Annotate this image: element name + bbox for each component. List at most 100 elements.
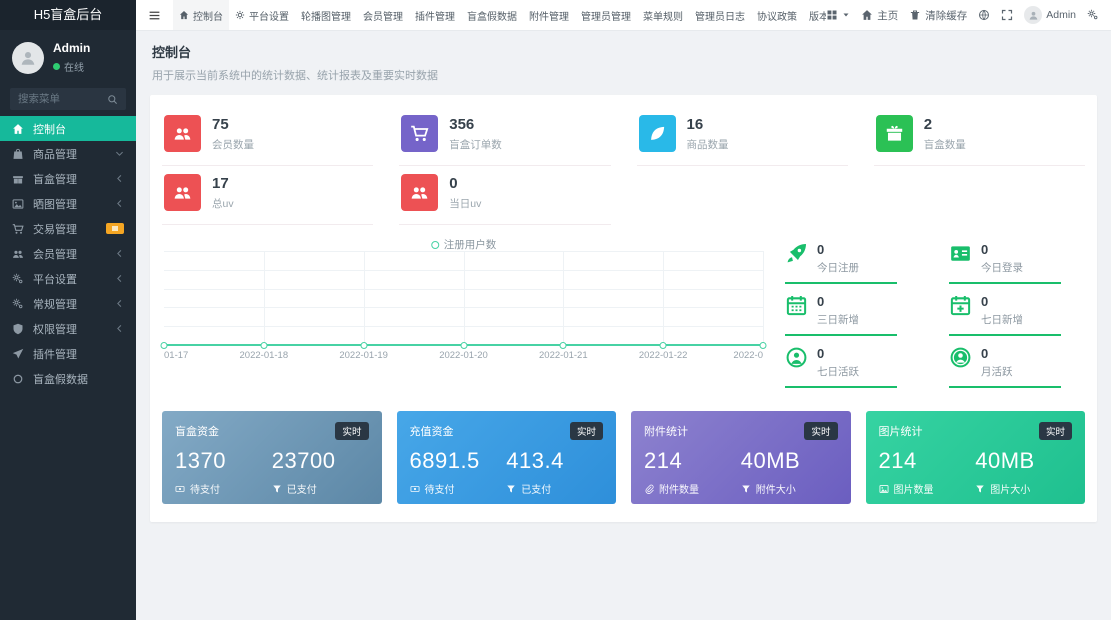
top-navbar: 控制台 平台设置 轮播图管理 会员管理 插件管理 盲盒假数据 附件管理 管理员管… [136, 0, 1111, 31]
tab-versions[interactable]: 版本管理 [809, 11, 827, 23]
sidebar-item-general[interactable]: 常规管理 [0, 291, 136, 316]
calendar-plus-icon [949, 294, 972, 317]
tab-admins[interactable]: 管理员管理 [581, 11, 631, 23]
app-title: H5盲盒后台 [0, 0, 136, 30]
cogs-icon [1087, 9, 1099, 21]
sidebar-item-plugins[interactable]: 插件管理 [0, 341, 136, 366]
stat-label: 盲盒订单数 [449, 138, 502, 151]
x-tick-label: 2022-01-18 [239, 350, 289, 361]
fullscreen-button[interactable] [1001, 9, 1013, 21]
quick-stat-today-register[interactable]: 0 今日注册 [785, 239, 921, 284]
sidebar-item-members[interactable]: 会员管理 [0, 241, 136, 266]
data-point[interactable] [460, 342, 467, 349]
users-icon [401, 174, 439, 211]
tab-platform-settings[interactable]: 平台设置 [229, 0, 295, 30]
stat-card-orders[interactable]: 356 盲盒订单数 [399, 107, 611, 166]
data-point[interactable] [659, 342, 667, 349]
tab-agreements[interactable]: 协议政策 [757, 11, 797, 23]
quick-stat-month-active[interactable]: 0 月活跃 [949, 343, 1085, 388]
settings-button[interactable] [1087, 9, 1099, 21]
online-dot [53, 63, 60, 70]
sidebar-search[interactable] [10, 88, 126, 110]
tab-menu-rules[interactable]: 菜单规则 [643, 11, 683, 23]
sidebar-item-fakedata[interactable]: 盲盒假数据 [0, 366, 136, 391]
fund-card-blindbox[interactable]: 盲盒资金 实时 1370 待支付 23700 已支付 [162, 411, 382, 504]
stat-label: 总uv [212, 197, 234, 210]
sidebar-item-permissions[interactable]: 权限管理 [0, 316, 136, 341]
stat-value: 356 [449, 115, 475, 133]
tab-blindbox-fakedata[interactable]: 盲盒假数据 [467, 11, 517, 23]
shield-icon [12, 323, 24, 335]
stat-label: 商品数量 [686, 138, 729, 151]
fund-card-recharge[interactable]: 充值资金 实时 6891.5 待支付 413.4 已支付 [396, 411, 616, 504]
register-users-chart[interactable]: 注册用户数 [160, 237, 767, 363]
tab-attachments[interactable]: 附件管理 [529, 11, 569, 23]
realtime-badge: 实时 [569, 422, 603, 440]
stat-card-members[interactable]: 75 会员数量 [162, 107, 374, 166]
data-point[interactable] [360, 342, 368, 349]
home-icon [861, 9, 873, 21]
box-icon [12, 173, 24, 185]
x-tick-label: 2022-01-21 [539, 350, 588, 361]
x-tick-label: 2022-01-22 [638, 350, 688, 361]
quick-stat-today-login[interactable]: 0 今日登录 [949, 239, 1085, 284]
user-menu[interactable]: Admin [1024, 6, 1076, 24]
stat-card-products[interactable]: 16 商品数量 [636, 107, 848, 166]
users-icon [164, 115, 201, 152]
tabs-dropdown-button[interactable] [826, 9, 850, 21]
page-header: 控制台 用于展示当前系统中的统计数据、统计报表及重要实时数据 [136, 31, 1111, 95]
data-point[interactable] [759, 342, 767, 349]
stat-card-today-uv[interactable]: 0 当日uv [399, 166, 611, 225]
search-input[interactable] [18, 93, 107, 105]
chevron-left-icon [115, 174, 124, 183]
tab-admin-logs[interactable]: 管理员日志 [695, 11, 745, 23]
quick-stat-7day-active[interactable]: 0 七日活跃 [785, 343, 921, 388]
quick-stat-7day-new[interactable]: 0 七日新增 [949, 291, 1085, 336]
paper-plane-icon [12, 348, 24, 360]
chart-plot-area [160, 251, 767, 349]
fund-card-attachments[interactable]: 附件统计 实时 214 附件数量 40MB 附件大小 [631, 411, 851, 504]
user-circle-icon [785, 346, 808, 369]
id-card-icon [949, 242, 972, 265]
money-icon [410, 484, 420, 494]
fund-card-images[interactable]: 图片统计 实时 214 图片数量 40MB 图片大小 [865, 411, 1085, 504]
language-button[interactable] [978, 9, 990, 21]
user-block[interactable]: Admin 在线 [0, 30, 136, 78]
stat-label: 当日uv [449, 197, 482, 210]
sidebar-item-trades[interactable]: 交易管理 [0, 216, 136, 241]
gridline [363, 251, 365, 345]
data-point[interactable] [160, 342, 168, 349]
language-icon [978, 9, 990, 21]
navbar-actions: 主页 清除缓存 Admin [826, 0, 1111, 30]
chart-legend[interactable]: 注册用户数 [430, 237, 496, 252]
cogs-icon [12, 298, 24, 310]
tab-carousel[interactable]: 轮播图管理 [301, 11, 351, 23]
tab-members[interactable]: 会员管理 [363, 11, 403, 23]
clear-cache-button[interactable]: 清除缓存 [909, 8, 967, 23]
sidebar-item-platform-settings[interactable]: 平台设置 [0, 266, 136, 291]
data-point[interactable] [260, 342, 268, 349]
tab-console[interactable]: 控制台 [173, 0, 229, 30]
dashboard-panel: 75 会员数量 356 盲盒订单数 16 商品数量 2 盲盒数量 17 总uv [150, 95, 1097, 522]
quick-stat-3day-new[interactable]: 0 三日新增 [785, 291, 921, 336]
realtime-badge: 实时 [804, 422, 838, 440]
sidebar-item-products[interactable]: 商品管理 [0, 141, 136, 166]
gridline [263, 251, 265, 345]
sidebar-item-blindbox[interactable]: 盲盒管理 [0, 166, 136, 191]
sidebar-item-photos[interactable]: 晒图管理 [0, 191, 136, 216]
user-status: 在线 [53, 59, 90, 74]
sidebar-toggle-button[interactable] [136, 0, 173, 30]
home-button[interactable]: 主页 [861, 8, 898, 23]
sidebar-item-console[interactable]: 控制台 [0, 116, 136, 141]
data-point[interactable] [559, 342, 567, 349]
cart-icon [401, 115, 439, 152]
stat-card-blindboxes[interactable]: 2 盲盒数量 [873, 107, 1085, 166]
chevron-left-icon [115, 274, 124, 283]
tab-plugins[interactable]: 插件管理 [415, 11, 455, 23]
legend-marker-icon [430, 240, 439, 249]
stat-card-total-uv[interactable]: 17 总uv [162, 166, 374, 225]
calendar-icon [785, 294, 808, 317]
avatar [12, 41, 44, 74]
gear-icon [235, 10, 245, 20]
image-icon [879, 484, 889, 494]
